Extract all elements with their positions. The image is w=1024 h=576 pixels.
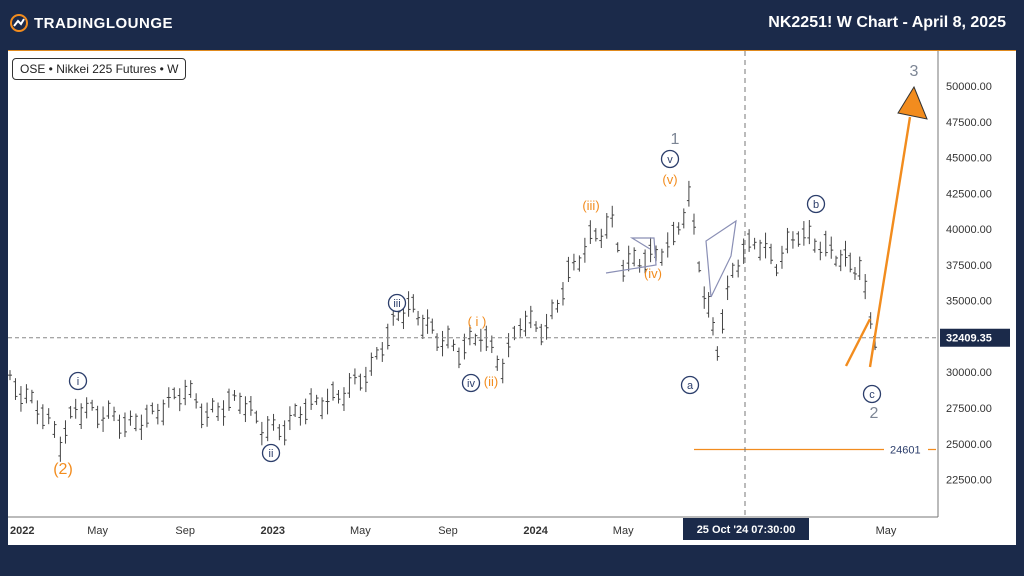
projection-arrow-head bbox=[897, 85, 928, 120]
wave-label: iv bbox=[467, 378, 475, 390]
logo-text: TRADINGLOUNGE bbox=[34, 14, 173, 32]
wave-label: 1 bbox=[671, 131, 680, 148]
x-tick-label: May bbox=[87, 525, 108, 537]
projection-leg-down bbox=[844, 318, 872, 367]
brand-logo: TRADINGLOUNGE bbox=[10, 14, 173, 32]
x-tick-label: May bbox=[876, 525, 897, 537]
crosshair-time-badge bbox=[683, 518, 809, 540]
y-tick-label: 22500.00 bbox=[946, 475, 992, 487]
wave-label: v bbox=[667, 154, 673, 166]
crosshair-time-label: 25 Oct '24 07:30:00 bbox=[697, 524, 796, 536]
logo-icon bbox=[10, 14, 28, 32]
wave-label: (ii) bbox=[484, 374, 498, 389]
wave-label-circle bbox=[680, 375, 700, 395]
wave-label: c bbox=[869, 389, 875, 401]
wave-label-circle bbox=[660, 149, 680, 169]
wave-label: 2 bbox=[870, 405, 879, 422]
chart-svg[interactable]: 50000.00 47500.00 45000.00 42500.00 40000.00… bbox=[8, 51, 1016, 545]
y-tick-label: 30000.00 bbox=[946, 367, 992, 379]
wave-label-circle bbox=[862, 384, 882, 404]
x-tick-label: Sep bbox=[175, 525, 195, 537]
wave-label: (2) bbox=[53, 461, 73, 478]
wave-label: b bbox=[813, 199, 819, 211]
triangle-pattern bbox=[605, 237, 657, 274]
chart-title: NK2251! W Chart - April 8, 2025 bbox=[768, 14, 1006, 31]
y-tick-label: 27500.00 bbox=[946, 403, 992, 415]
current-price-badge bbox=[940, 328, 1010, 347]
y-tick-label: 45000.00 bbox=[946, 153, 992, 165]
wave-label: i bbox=[77, 376, 79, 388]
header: TRADINGLOUNGE NK2251! W Chart - April 8,… bbox=[0, 0, 1024, 48]
wave-label: (v) bbox=[662, 172, 677, 187]
wave-label-circle bbox=[387, 293, 407, 313]
wave-label: ( i ) bbox=[468, 314, 487, 329]
y-tick-label: 47500.00 bbox=[946, 117, 992, 129]
x-tick-label: May bbox=[350, 525, 371, 537]
wave-label: (iv) bbox=[644, 266, 662, 281]
y-tick-label: 50000.00 bbox=[946, 81, 992, 93]
wave-label: 3 bbox=[910, 63, 919, 80]
wave-label-circle bbox=[806, 194, 826, 214]
wave-label: iii bbox=[393, 298, 400, 310]
x-tick-label: May bbox=[613, 525, 634, 537]
y-tick-label: 40000.00 bbox=[946, 224, 992, 236]
wave-label: ii bbox=[269, 448, 274, 460]
wave-label-circle bbox=[68, 371, 88, 391]
wave-label-circle bbox=[261, 443, 281, 463]
chart-area[interactable]: 50000.00 47500.00 45000.00 42500.00 40000.00… bbox=[8, 50, 1016, 545]
x-tick-label: 2022 bbox=[10, 525, 34, 537]
support-label: 24601 bbox=[890, 444, 921, 456]
y-tick-label: 42500.00 bbox=[946, 188, 992, 200]
support-label-bg bbox=[884, 441, 928, 458]
wedge-pattern bbox=[705, 219, 737, 298]
x-tick-label: 2024 bbox=[523, 525, 548, 537]
wave-label: (iii) bbox=[582, 198, 599, 213]
x-tick-label: Sep bbox=[438, 525, 458, 537]
symbol-label[interactable]: OSE • Nikkei 225 Futures • W bbox=[12, 58, 187, 80]
wave-label-circle bbox=[461, 373, 481, 393]
current-price-label: 32409.35 bbox=[946, 333, 992, 345]
y-tick-label: 35000.00 bbox=[946, 296, 992, 308]
x-tick-label: 2023 bbox=[261, 525, 285, 537]
wave-label: a bbox=[687, 380, 694, 392]
projection-arrow-line bbox=[868, 116, 912, 368]
y-tick-label: 37500.00 bbox=[946, 260, 992, 272]
y-tick-label: 25000.00 bbox=[946, 439, 992, 451]
